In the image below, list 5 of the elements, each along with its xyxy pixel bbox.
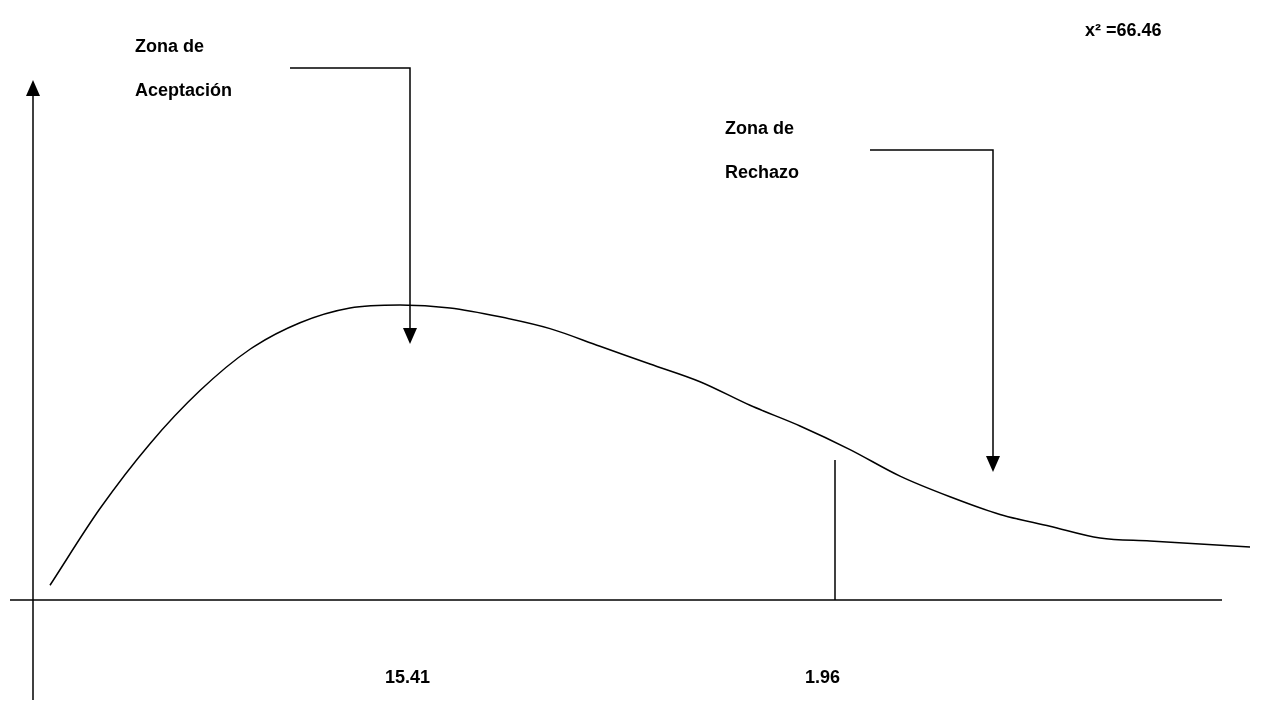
- text: Zona de Aceptación: [135, 36, 233, 100]
- text: Zona de Rechazo: [725, 118, 800, 182]
- text: 15.41: [385, 666, 432, 689]
- text: 1.96: [805, 666, 842, 689]
- text: x² =66.46: [1085, 19, 1163, 42]
